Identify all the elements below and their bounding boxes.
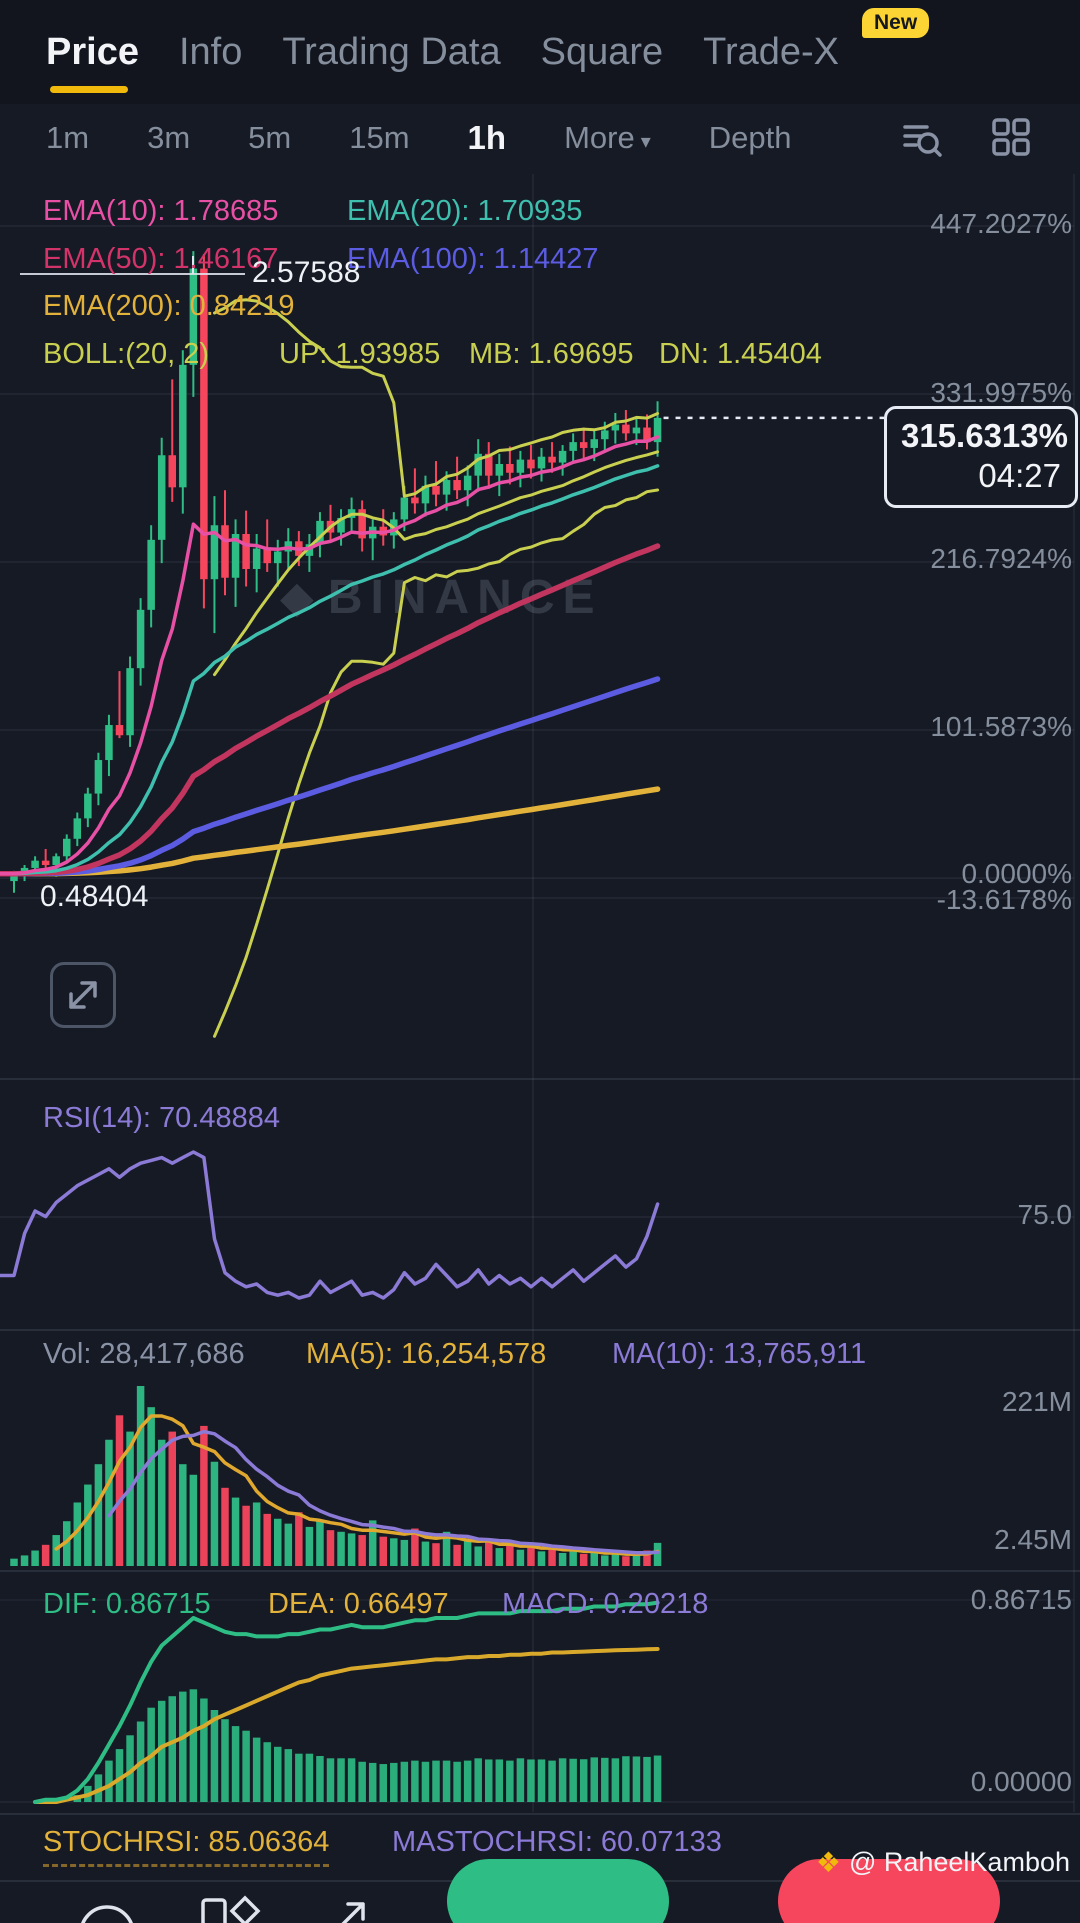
y-axis-label: 0.0000% (961, 858, 1072, 889)
high-price-label: 2.57588 (252, 256, 361, 289)
macd-axis-top: 0.86715 (970, 1584, 1072, 1615)
legend-boll-title: BOLL:(20, 2) (43, 338, 210, 370)
y-axis-label: 101.5873% (930, 711, 1072, 742)
chevron-down-icon: ▾ (640, 131, 651, 153)
rect-diamond-glyph (201, 1895, 261, 1923)
y-axis-label: -13.6178% (936, 884, 1072, 915)
legend-ema50: EMA(50): 1.46167 (43, 243, 279, 275)
current-price-pct: 315.6313% (901, 417, 1068, 454)
tab-trade-x[interactable]: Trade-X (703, 30, 840, 73)
y-axis-label: 216.7924% (930, 543, 1072, 574)
legend-boll-mb: MB: 1.69695 (469, 338, 634, 370)
tab-trading-data[interactable]: Trading Data (282, 30, 501, 73)
macd-legend: MACD: 0.20218 (502, 1588, 709, 1620)
volume-axis-top: 221M (1001, 1386, 1072, 1417)
volume-axis-bottom: 2.45M (994, 1524, 1072, 1555)
credit-text: @ RaheelKamboh (848, 1847, 1070, 1877)
arrow-out-glyph (341, 1902, 365, 1923)
rsi-axis-label: 75.0 (1017, 1199, 1073, 1230)
timeframe-1m[interactable]: 1m (46, 120, 90, 155)
timeframe-5m[interactable]: 5m (248, 120, 292, 155)
timeframe-15m[interactable]: 15m (349, 120, 410, 155)
stochrsi-value: STOCHRSI: 85.06364 (43, 1826, 330, 1867)
credit-watermark: ❖ @ RaheelKamboh (816, 1846, 1070, 1879)
timeframe-1h[interactable]: 1h (467, 119, 507, 156)
legend-ema100: EMA(100): 1.14427 (347, 243, 599, 275)
mastochrsi-legend: MASTOCHRSI: 60.07133 (392, 1826, 722, 1858)
top-nav: Price Info Trading Data Square Trade-X N… (0, 0, 1080, 104)
buy-button[interactable] (447, 1859, 669, 1923)
y-axis-label: 447.2027% (930, 208, 1072, 239)
legend-boll-dn: DN: 1.45404 (659, 338, 822, 370)
rsi-legend: RSI(14): 70.48884 (43, 1102, 280, 1134)
more-label: More (564, 120, 635, 155)
layout-grid-icon[interactable] (988, 114, 1034, 160)
legend-ema10: EMA(10): 1.78685 (43, 195, 279, 227)
drawing-tools-icon[interactable] (76, 1902, 138, 1923)
legend-ema200: EMA(200): 0.84219 (43, 290, 295, 322)
indicator-settings-glyph (903, 125, 942, 157)
active-tab-underline (50, 86, 128, 93)
depth-tab[interactable]: Depth (708, 120, 792, 155)
stochrsi-legend[interactable]: STOCHRSI: 85.06364 (43, 1826, 330, 1867)
binance-watermark-text: BINANCE (327, 571, 603, 624)
chart-toolbar: 1m 3m 5m 15m 1h More ▾ Depth (0, 104, 1080, 172)
expand-arrows-icon (69, 981, 97, 1009)
chart-style-icon[interactable] (200, 1890, 264, 1923)
volume-ma5-legend: MA(5): 16,254,578 (306, 1338, 547, 1370)
sell-button[interactable] (778, 1859, 1000, 1923)
expand-chart-button[interactable] (50, 962, 116, 1028)
macd-dif-legend: DIF: 0.86715 (43, 1588, 211, 1620)
binance-diamond-icon: ❖ (815, 1847, 841, 1878)
countdown-timer: 04:27 (978, 457, 1061, 494)
tab-info[interactable]: Info (178, 30, 243, 73)
layout-grid-glyph (992, 118, 1030, 156)
more-dropdown[interactable]: More ▾ (564, 120, 651, 156)
base-price-label: 0.48404 (40, 880, 149, 913)
legend-boll-up: UP: 1.93985 (279, 338, 441, 370)
current-price-badge: 315.6313% 04:27 (884, 406, 1078, 508)
y-axis-label: 331.9975% (930, 377, 1072, 408)
macd-axis-bottom: 0.00000 (970, 1766, 1072, 1797)
tab-price[interactable]: Price (46, 30, 139, 73)
binance-watermark: ◆ BINANCE (280, 570, 603, 625)
circle-glyph (81, 1905, 133, 1923)
timeframe-3m[interactable]: 3m (147, 120, 191, 155)
tab-square[interactable]: Square (540, 30, 664, 73)
macd-dea-legend: DEA: 0.66497 (268, 1588, 449, 1620)
share-chart-icon[interactable] (325, 1888, 377, 1923)
new-badge: New (862, 8, 930, 38)
volume-ma10-legend: MA(10): 13,765,911 (612, 1338, 867, 1370)
legend-ema20: EMA(20): 1.70935 (347, 195, 583, 227)
indicator-settings-icon[interactable] (897, 114, 943, 160)
volume-legend: Vol: 28,417,686 (43, 1338, 245, 1370)
